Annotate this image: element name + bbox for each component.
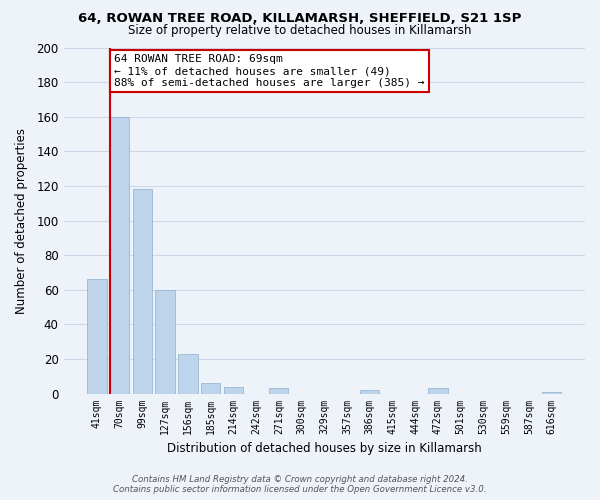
Text: Size of property relative to detached houses in Killamarsh: Size of property relative to detached ho… xyxy=(128,24,472,37)
Bar xyxy=(178,354,197,394)
Text: 64 ROWAN TREE ROAD: 69sqm
← 11% of detached houses are smaller (49)
88% of semi-: 64 ROWAN TREE ROAD: 69sqm ← 11% of detac… xyxy=(114,54,424,88)
Bar xyxy=(428,388,448,394)
Bar xyxy=(87,280,107,394)
Bar xyxy=(360,390,379,394)
Bar xyxy=(269,388,289,394)
Y-axis label: Number of detached properties: Number of detached properties xyxy=(15,128,28,314)
Bar xyxy=(110,116,130,394)
Bar xyxy=(133,190,152,394)
Text: Contains HM Land Registry data © Crown copyright and database right 2024.
Contai: Contains HM Land Registry data © Crown c… xyxy=(113,474,487,494)
Bar xyxy=(224,386,243,394)
Bar xyxy=(542,392,561,394)
Text: 64, ROWAN TREE ROAD, KILLAMARSH, SHEFFIELD, S21 1SP: 64, ROWAN TREE ROAD, KILLAMARSH, SHEFFIE… xyxy=(79,12,521,26)
Bar xyxy=(155,290,175,394)
Bar xyxy=(201,383,220,394)
X-axis label: Distribution of detached houses by size in Killamarsh: Distribution of detached houses by size … xyxy=(167,442,482,455)
